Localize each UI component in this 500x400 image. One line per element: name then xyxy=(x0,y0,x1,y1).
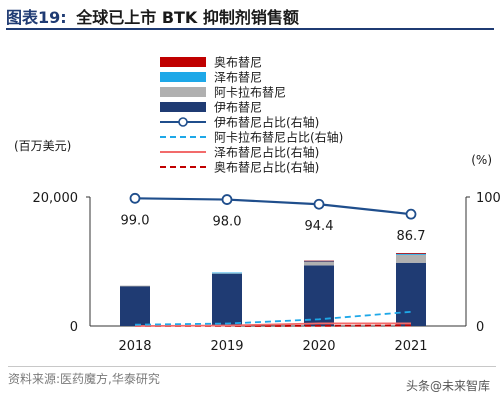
x-tick-label: 2020 xyxy=(302,339,335,354)
legend-label: 伊布替尼占比(右轴) xyxy=(214,115,319,130)
data-label: 86.7 xyxy=(397,229,426,244)
data-label: 98.0 xyxy=(213,215,242,230)
y-left-axis-label: (百万美元) xyxy=(14,139,71,153)
y-right-tick-label: 0 xyxy=(476,320,484,335)
y-left-tick-label: 0 xyxy=(70,320,78,335)
bar-segment xyxy=(304,260,334,262)
line-point xyxy=(129,192,141,204)
plot-area: 0 20,000 0 100 (百万美元) (%) 2018 2019 2020 2021 99.0… xyxy=(14,139,500,354)
legend-label: 阿卡拉布替尼 xyxy=(214,85,286,100)
data-label: 99.0 xyxy=(121,213,150,228)
legend-label: 泽布替尼 xyxy=(214,71,262,85)
series-line xyxy=(134,310,412,326)
bar-segment xyxy=(304,265,334,326)
bar-segment xyxy=(396,253,426,254)
bar-segment xyxy=(120,285,150,287)
y-right-axis-label: (%) xyxy=(471,153,492,167)
legend-label: 奥布替尼 xyxy=(214,56,262,70)
legend-marker xyxy=(178,117,188,127)
x-tick-label: 2021 xyxy=(394,339,427,354)
bar-segment xyxy=(396,254,426,263)
bar-segment xyxy=(396,262,426,326)
figure-label: 图表19: xyxy=(6,8,67,27)
bar-segment xyxy=(396,253,426,255)
legend-swatch xyxy=(160,102,206,112)
legend: 奥布替尼泽布替尼阿卡拉布替尼伊布替尼伊布替尼占比(右轴)阿卡拉布替尼占比(右轴)… xyxy=(160,56,343,175)
legend-swatch xyxy=(160,57,206,67)
bar-segment xyxy=(212,273,242,326)
figure-title: 图表19: 全球已上市 BTK 抑制剂销售额 xyxy=(6,6,494,30)
y-right-tick-label: 100 xyxy=(476,191,500,206)
legend-label: 伊布替尼 xyxy=(214,101,262,115)
series-line xyxy=(134,322,411,327)
legend-swatch xyxy=(160,72,206,82)
legend-label: 泽布替尼占比(右轴) xyxy=(214,145,319,160)
legend-swatch xyxy=(160,87,206,97)
line-point xyxy=(221,194,233,205)
line-point xyxy=(313,198,325,210)
bar-segment xyxy=(304,262,334,266)
data-label: 94.4 xyxy=(305,219,334,234)
legend-label: 阿卡拉布替尼占比(右轴) xyxy=(214,130,343,145)
bar-segment xyxy=(212,272,242,274)
y-left-tick-label: 20,000 xyxy=(33,191,79,206)
line-point xyxy=(405,208,417,220)
source-note: 资料来源:医药魔方,华泰研究 xyxy=(8,366,496,389)
x-tick-label: 2019 xyxy=(210,339,243,354)
bar-segment xyxy=(120,286,150,326)
watermark: 头条@未来智库 xyxy=(405,379,490,393)
series-line xyxy=(134,197,412,216)
x-tick-label: 2018 xyxy=(118,339,151,354)
legend-label: 奥布替尼占比(右轴) xyxy=(214,160,319,175)
figure-title-text: 全球已上市 BTK 抑制剂销售额 xyxy=(76,8,299,27)
